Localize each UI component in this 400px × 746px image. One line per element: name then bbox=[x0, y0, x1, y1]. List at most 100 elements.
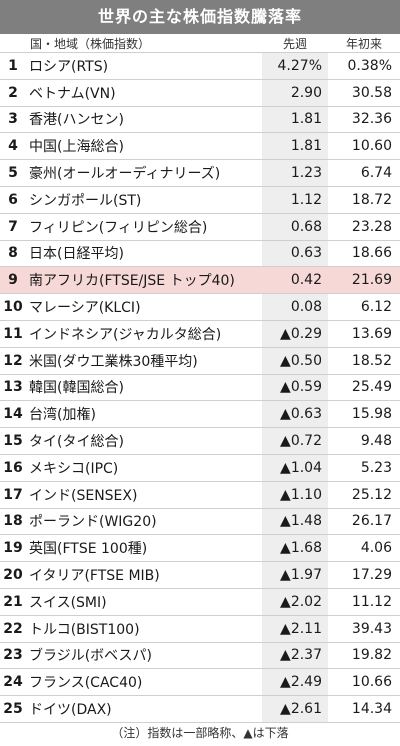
row-week-change: 0.42 bbox=[290, 272, 322, 289]
row-rank: 24 bbox=[3, 674, 23, 691]
row-index-name: インド(SENSEX) bbox=[29, 487, 138, 504]
row-rank: 5 bbox=[8, 165, 18, 182]
row-week-change: 1.23 bbox=[262, 160, 328, 186]
row-rank: 8 bbox=[8, 245, 18, 262]
table-row: 11 インドネシア(ジャカルタ総合) ▲0.29 13.69 bbox=[0, 320, 400, 348]
row-ytd-change: 25.12 bbox=[351, 486, 392, 503]
row-week-change: ▲1.97 bbox=[262, 562, 328, 588]
row-week-change: ▲2.11 bbox=[262, 615, 328, 642]
row-rank: 17 bbox=[3, 486, 23, 503]
row-rank: 12 bbox=[3, 352, 23, 369]
row-index-name: 米国(ダウ工業株30種平均) bbox=[29, 353, 198, 370]
row-ytd-change: 14.34 bbox=[351, 701, 392, 718]
row-index-name: メキシコ(IPC) bbox=[29, 460, 119, 477]
row-ytd-change: 6.12 bbox=[360, 299, 392, 316]
table-row: 2 ベトナム(VN) 2.90 30.58 bbox=[0, 79, 400, 107]
row-week-change: ▲1.04 bbox=[262, 454, 328, 481]
row-rank: 19 bbox=[3, 540, 23, 557]
table-body: 1 ロシア(RTS) 4.27% 0.38% 2 ベトナム(VN) 2.90 30.58 3 香港… bbox=[0, 53, 400, 723]
row-week-change: 0.68 bbox=[262, 213, 328, 240]
row-week-change: 0.08 bbox=[262, 294, 328, 320]
table-row: 6 シンガポール(ST) 1.12 18.72 bbox=[0, 186, 400, 214]
column-header-name: 国・地域（株価指数） bbox=[30, 37, 151, 51]
column-header-week: 先週 bbox=[282, 37, 307, 51]
row-week-change: 4.27% bbox=[262, 53, 328, 79]
row-index-name: タイ(タイ総合) bbox=[29, 434, 124, 451]
row-week-change: ▲0.29 bbox=[262, 320, 328, 347]
row-rank: 23 bbox=[3, 647, 23, 664]
row-ytd-change: 18.66 bbox=[351, 245, 392, 262]
row-index-name: スイス(SMI) bbox=[29, 594, 107, 611]
row-ytd-change: 6.74 bbox=[360, 165, 392, 182]
row-ytd-change: 10.66 bbox=[351, 674, 392, 691]
table-row: 16 メキシコ(IPC) ▲1.04 5.23 bbox=[0, 454, 400, 482]
table-row: 10 マレーシア(KLCI) 0.08 6.12 bbox=[0, 294, 400, 321]
table-row: 25 ドイツ(DAX) ▲2.61 14.34 bbox=[0, 696, 400, 723]
table-row: 12 米国(ダウ工業株30種平均) ▲0.50 18.52 bbox=[0, 347, 400, 375]
row-index-name: 南アフリカ(FTSE/JSE トップ40) bbox=[29, 273, 235, 290]
table-row: 18 ポーランド(WIG20) ▲1.48 26.17 bbox=[0, 508, 400, 536]
row-rank: 25 bbox=[3, 701, 23, 718]
row-index-name: インドネシア(ジャカルタ総合) bbox=[29, 326, 222, 343]
row-index-name: シンガポール(ST) bbox=[29, 192, 142, 209]
table-row: 13 韓国(韓国総合) ▲0.59 25.49 bbox=[0, 374, 400, 402]
table-row: 7 フィリピン(フィリピン総合) 0.68 23.28 bbox=[0, 213, 400, 241]
row-rank: 18 bbox=[3, 513, 23, 530]
row-rank: 9 bbox=[8, 272, 18, 289]
row-index-name: ポーランド(WIG20) bbox=[29, 514, 157, 531]
row-index-name: フィリピン(フィリピン総合) bbox=[29, 219, 208, 236]
table-row: 9 南アフリカ(FTSE/JSE トップ40) 0.42 21.69 bbox=[0, 267, 400, 295]
row-ytd-change: 25.49 bbox=[351, 379, 392, 396]
row-ytd-change: 18.52 bbox=[351, 352, 392, 369]
row-index-name: 韓国(韓国総合) bbox=[29, 380, 124, 397]
row-week-change: ▲2.49 bbox=[262, 669, 328, 696]
row-rank: 22 bbox=[3, 620, 23, 637]
row-ytd-change: 4.06 bbox=[360, 540, 392, 557]
row-ytd-change: 17.29 bbox=[351, 567, 392, 584]
table-row: 15 タイ(タイ総合) ▲0.72 9.48 bbox=[0, 428, 400, 455]
row-rank: 14 bbox=[3, 406, 23, 423]
row-week-change: ▲2.61 bbox=[262, 696, 328, 722]
row-index-name: 豪州(オールオーディナリーズ) bbox=[29, 166, 221, 183]
row-rank: 21 bbox=[3, 593, 23, 610]
table-row: 20 イタリア(FTSE MIB) ▲1.97 17.29 bbox=[0, 562, 400, 589]
row-week-change: ▲0.59 bbox=[262, 374, 328, 401]
row-index-name: トルコ(BIST100) bbox=[29, 621, 140, 638]
row-rank: 2 bbox=[8, 84, 18, 101]
row-index-name: 中国(上海総合) bbox=[29, 139, 124, 156]
table-row: 19 英国(FTSE 100種) ▲1.68 4.06 bbox=[0, 535, 400, 563]
row-index-name: 日本(日経平均) bbox=[29, 246, 124, 263]
row-index-name: イタリア(FTSE MIB) bbox=[29, 568, 160, 585]
row-week-change: 1.12 bbox=[262, 186, 328, 213]
row-index-name: ドイツ(DAX) bbox=[29, 702, 112, 719]
column-header-ytd: 年初来 bbox=[345, 37, 382, 51]
row-ytd-change: 11.12 bbox=[351, 593, 392, 610]
table-row: 8 日本(日経平均) 0.63 18.66 bbox=[0, 240, 400, 268]
row-index-name: マレーシア(KLCI) bbox=[29, 300, 141, 317]
table-row: 4 中国(上海総合) 1.81 10.60 bbox=[0, 133, 400, 161]
row-rank: 3 bbox=[8, 111, 18, 128]
row-week-change: ▲2.02 bbox=[262, 588, 328, 615]
row-ytd-change: 23.28 bbox=[351, 218, 392, 235]
row-rank: 10 bbox=[3, 299, 23, 316]
row-rank: 6 bbox=[8, 191, 18, 208]
row-ytd-change: 19.82 bbox=[351, 647, 392, 664]
row-index-name: ベトナム(VN) bbox=[29, 85, 116, 102]
row-rank: 16 bbox=[3, 459, 23, 476]
row-week-change: 2.90 bbox=[262, 79, 328, 106]
row-ytd-change: 5.23 bbox=[360, 459, 392, 476]
row-ytd-change: 9.48 bbox=[360, 433, 392, 450]
table-note: （注）指数は一部略称、▲は下落 bbox=[111, 725, 289, 740]
row-week-change: ▲1.10 bbox=[262, 481, 328, 508]
row-rank: 15 bbox=[3, 433, 23, 450]
table-row: 21 スイス(SMI) ▲2.02 11.12 bbox=[0, 588, 400, 616]
table-title: 世界の主な株価指数騰落率 bbox=[0, 0, 400, 34]
row-week-change: 1.81 bbox=[262, 133, 328, 160]
row-week-change: ▲0.50 bbox=[262, 347, 328, 374]
row-index-name: ロシア(RTS) bbox=[29, 58, 109, 75]
table-row: 17 インド(SENSEX) ▲1.10 25.12 bbox=[0, 481, 400, 509]
table-row: 24 フランス(CAC40) ▲2.49 10.66 bbox=[0, 669, 400, 697]
row-index-name: ブラジル(ボベスパ) bbox=[29, 648, 152, 665]
row-ytd-change: 26.17 bbox=[351, 513, 392, 530]
row-ytd-change: 30.58 bbox=[351, 84, 392, 101]
